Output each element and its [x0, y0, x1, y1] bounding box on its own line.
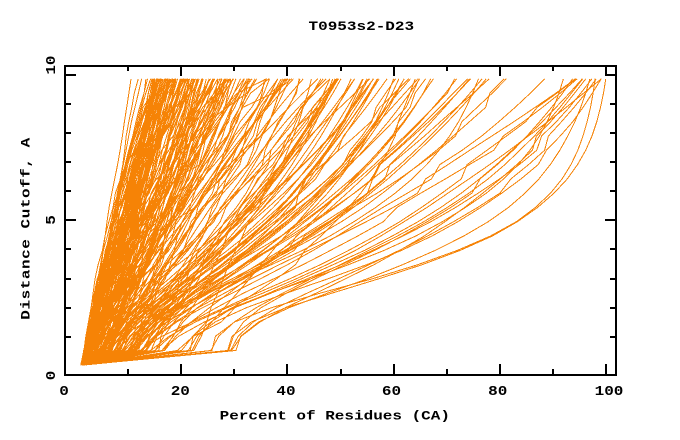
- svg-text:T0953s2-D23: T0953s2-D23: [309, 20, 415, 34]
- svg-text:0: 0: [45, 371, 60, 381]
- svg-text:Distance Cutoff, A: Distance Cutoff, A: [20, 137, 34, 319]
- svg-text:40: 40: [276, 385, 295, 400]
- svg-text:60: 60: [382, 385, 401, 400]
- svg-text:100: 100: [595, 385, 624, 400]
- svg-text:Percent of Residues (CA): Percent of Residues (CA): [220, 410, 450, 424]
- svg-text:0: 0: [59, 385, 69, 400]
- svg-text:5: 5: [45, 215, 60, 225]
- svg-text:80: 80: [488, 385, 507, 400]
- svg-text:10: 10: [45, 55, 60, 74]
- svg-text:20: 20: [171, 385, 190, 400]
